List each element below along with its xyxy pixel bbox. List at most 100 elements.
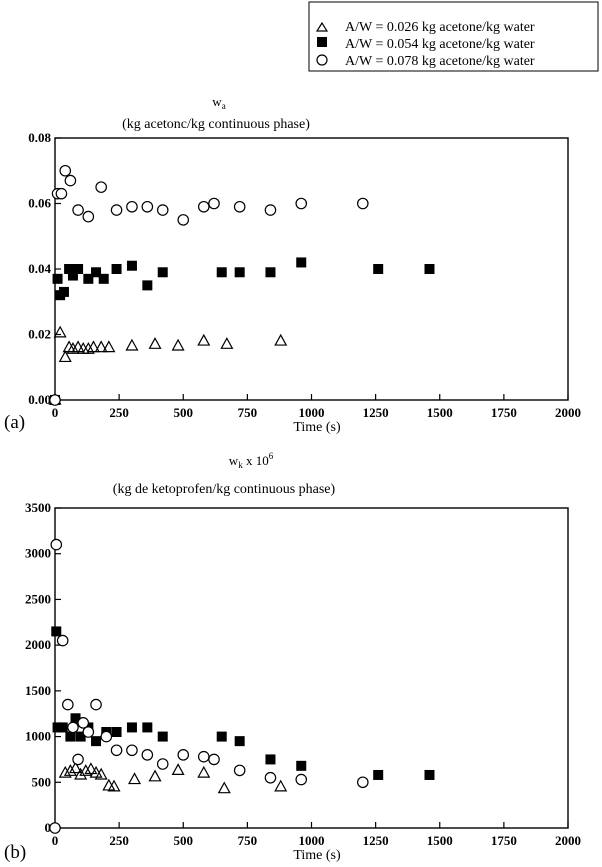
- data-point-circle: [50, 823, 60, 833]
- data-point-circle: [91, 699, 101, 709]
- data-point-circle: [209, 754, 219, 764]
- legend-entry-1: A/W = 0.026 kg acetone/kg water: [317, 20, 535, 35]
- plot-a: 0 250 500 750 1000 1250 1500 1750 2000 0.00 0.02 0.…: [28, 130, 581, 420]
- data-point-circle: [358, 198, 368, 208]
- data-point-square: [127, 261, 137, 271]
- data-point-square: [158, 732, 168, 742]
- data-point-circle: [234, 765, 244, 775]
- y-tick-label-a: 0.06: [28, 196, 51, 211]
- data-point-square: [373, 770, 383, 780]
- panel-a-ylabel: wa (kg acetonc/kg continuous phase): [122, 94, 310, 132]
- y-tick-label-b: 2000: [25, 637, 51, 652]
- y-tick-label-b: 2500: [25, 591, 51, 606]
- x-tick-label-a: 1500: [427, 405, 453, 420]
- data-point-circle: [234, 202, 244, 212]
- data-point-square: [91, 736, 101, 746]
- data-point-circle: [178, 750, 188, 760]
- x-tick-label-b: 250: [109, 833, 129, 848]
- panel-b-ylabel-units: (kg de ketoprofen/kg continuous phase): [113, 482, 336, 497]
- panel-b-ylabel: wk x 106 (kg de ketoprofen/kg continuous…: [113, 451, 336, 497]
- y-tick-label-a: 0.08: [28, 130, 51, 145]
- data-point-triangle: [219, 783, 230, 793]
- panel-a-ylabel-symbol: wa: [212, 94, 225, 111]
- data-point-circle: [265, 773, 275, 783]
- x-tick-label-a: 250: [109, 405, 129, 420]
- x-tick-label-a: 1000: [299, 405, 325, 420]
- data-point-square: [217, 267, 227, 277]
- x-tick-label-b: 1000: [299, 833, 325, 848]
- x-tick-label-a: 750: [238, 405, 258, 420]
- data-point-circle: [265, 205, 275, 215]
- data-point-square: [142, 280, 152, 290]
- data-point-circle: [199, 202, 209, 212]
- x-tick-label-b: 500: [174, 833, 194, 848]
- data-point-circle: [68, 722, 78, 732]
- data-point-circle: [296, 774, 306, 784]
- data-point-circle: [73, 754, 83, 764]
- data-point-triangle: [173, 340, 184, 350]
- data-point-circle: [178, 215, 188, 225]
- y-tick-label-a: 0.02: [28, 327, 51, 342]
- legend: A/W = 0.026 kg acetone/kg water A/W = 0.…: [309, 2, 598, 71]
- legend-label-2: A/W = 0.054 kg acetone/kg water: [345, 37, 535, 52]
- data-point-circle: [56, 188, 66, 198]
- data-point-circle: [65, 175, 75, 185]
- data-point-circle: [158, 205, 168, 215]
- data-point-square: [158, 267, 168, 277]
- data-point-triangle: [103, 780, 114, 790]
- x-tick-label-b: 750: [238, 833, 258, 848]
- data-point-circle: [101, 731, 111, 741]
- data-point-circle: [358, 777, 368, 787]
- x-tick-label-a: 500: [174, 405, 194, 420]
- panel-b-tag: (b): [4, 842, 26, 863]
- data-point-square: [112, 264, 122, 274]
- data-point-circle: [296, 198, 306, 208]
- data-point-triangle: [126, 340, 137, 350]
- y-tick-label-b: 3000: [25, 546, 51, 561]
- data-point-triangle: [275, 335, 286, 345]
- x-tick-label-b: 1250: [363, 833, 389, 848]
- panel-a-ylabel-units: (kg acetonc/kg continuous phase): [122, 117, 310, 132]
- panel-a-xlabel: Time (s): [293, 420, 341, 435]
- x-tick-label-b: 2000: [555, 833, 581, 848]
- data-point-square: [296, 761, 306, 771]
- data-point-square: [373, 264, 383, 274]
- data-point-triangle: [198, 767, 209, 777]
- data-point-square: [424, 264, 434, 274]
- data-point-square: [142, 722, 152, 732]
- y-tick-label-b: 1000: [25, 729, 51, 744]
- data-point-triangle: [221, 338, 232, 348]
- data-point-square: [296, 257, 306, 267]
- data-point-triangle: [150, 338, 161, 348]
- data-point-circle: [50, 395, 60, 405]
- data-point-circle: [111, 205, 121, 215]
- x-tick-label-b: 1750: [491, 833, 517, 848]
- data-point-square: [265, 754, 275, 764]
- data-point-circle: [142, 202, 152, 212]
- data-point-triangle: [275, 781, 286, 791]
- data-point-circle: [209, 198, 219, 208]
- plot-b: 0 250 500 750 1000 1250 1500 1750 2000 0 500 1000 15…: [25, 500, 581, 848]
- data-point-circle: [199, 751, 209, 761]
- data-point-square: [53, 274, 63, 284]
- data-point-triangle: [129, 774, 140, 784]
- y-tick-label-b: 3500: [25, 500, 51, 515]
- data-point-square: [127, 722, 137, 732]
- data-point-circle: [60, 166, 70, 176]
- y-tick-label-b: 1500: [25, 683, 51, 698]
- x-tick-label-b: 1500: [427, 833, 453, 848]
- data-point-circle: [127, 202, 137, 212]
- square-marker-icon: [317, 37, 327, 47]
- data-point-circle: [158, 759, 168, 769]
- data-point-square: [59, 287, 69, 297]
- panel-b-xlabel: Time (s): [293, 848, 341, 863]
- legend-label-3: A/W = 0.078 kg acetone/kg water: [345, 54, 535, 69]
- data-point-square: [265, 267, 275, 277]
- y-tick-label-a: 0.00: [28, 392, 51, 407]
- x-tick-label-a: 2000: [555, 405, 581, 420]
- data-point-circle: [111, 745, 121, 755]
- legend-entry-2: A/W = 0.054 kg acetone/kg water: [317, 37, 535, 52]
- legend-label-1: A/W = 0.026 kg acetone/kg water: [345, 20, 535, 35]
- plot-frame-b: [55, 508, 568, 828]
